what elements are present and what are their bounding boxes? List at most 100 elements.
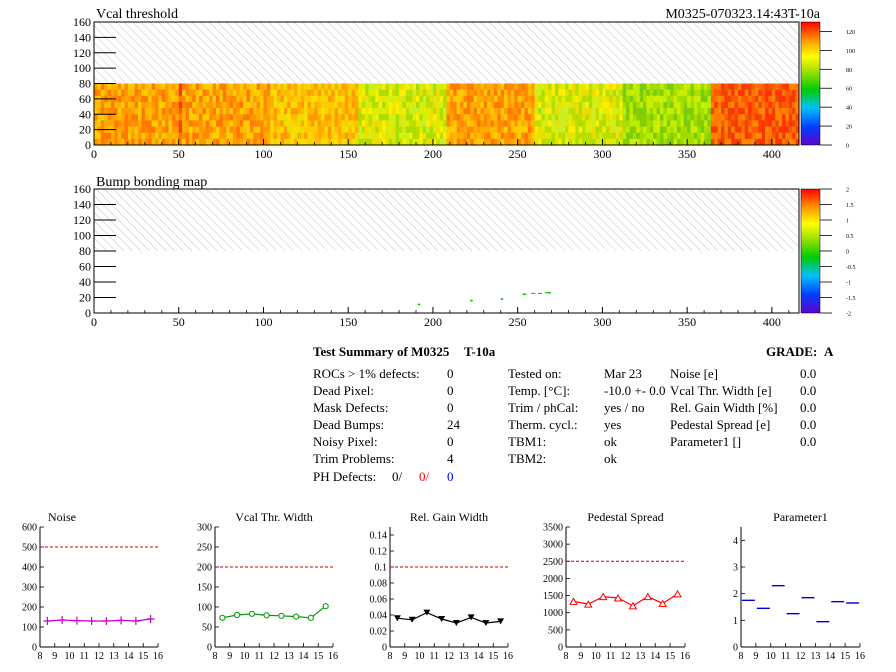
heatmap-cell: [544, 83, 549, 90]
heatmap-cell: [571, 126, 576, 133]
heatmap-cell: [602, 108, 607, 115]
heatmap-cell: [558, 101, 563, 109]
heatmap-cell: [507, 95, 512, 103]
heatmap-cell: [568, 89, 573, 97]
heatmap-cell: [402, 108, 407, 115]
heatmap-cell: [660, 108, 664, 115]
heatmap-cell: [270, 126, 274, 133]
heatmap-cell: [554, 83, 559, 90]
heatmap-cell: [527, 89, 532, 97]
heatmap-cell: [114, 132, 119, 140]
heatmap-cell: [195, 120, 200, 127]
heatmap-cell: [236, 120, 241, 127]
heatmap-cell: [138, 132, 142, 140]
heatmap-cell: [324, 126, 329, 133]
heatmap-cell: [297, 108, 302, 115]
heatmap-cell: [551, 89, 556, 97]
heatmap-cell: [456, 108, 461, 115]
heatmap-cell: [565, 120, 569, 127]
y-tick-label: 0.08: [370, 579, 388, 590]
heatmap-cell: [571, 132, 576, 140]
heatmap-cell: [768, 95, 773, 103]
heatmap-cell: [124, 126, 129, 133]
heatmap-cell: [541, 138, 546, 146]
heatmap-cell: [707, 132, 712, 140]
heatmap-cell: [615, 108, 620, 115]
heatmap-cell: [361, 138, 366, 146]
heatmap-cell: [761, 95, 766, 103]
heatmap-cell: [683, 138, 688, 146]
heatmap-cell: [371, 114, 376, 121]
heatmap-cell: [178, 95, 183, 103]
map2-points: [417, 292, 551, 306]
series-line: [573, 593, 678, 607]
heatmap-cell: [717, 95, 722, 103]
heatmap-cell: [531, 83, 535, 90]
heatmap-cell: [192, 132, 196, 140]
heatmap-cell: [710, 138, 715, 146]
heatmap-cell: [412, 120, 417, 127]
heatmap-cell: [168, 126, 173, 133]
heatmap-cell: [443, 101, 447, 109]
heatmap-cell: [622, 114, 627, 121]
heatmap-cell: [148, 138, 152, 146]
heatmap-cell: [612, 114, 617, 121]
heatmap-cell: [175, 83, 180, 90]
heatmap-cell: [171, 95, 176, 103]
heatmap-cell: [365, 138, 369, 146]
heatmap-cell: [534, 101, 539, 109]
heatmap-cell: [124, 95, 129, 103]
heatmap-cell: [266, 101, 271, 109]
heatmap-cell: [388, 83, 393, 90]
heatmap-cell: [477, 95, 481, 103]
heatmap-cell: [188, 95, 193, 103]
heatmap-cell: [293, 114, 298, 121]
heatmap-cell: [114, 120, 119, 127]
heatmap-cell: [710, 89, 715, 97]
heatmap-cell: [490, 138, 495, 146]
heatmap-cell: [212, 89, 217, 97]
heatmap-cell: [368, 138, 373, 146]
heatmap-cell: [741, 114, 746, 121]
heatmap-cell: [304, 89, 308, 97]
heatmap-cell: [619, 89, 624, 97]
heatmap-cell: [734, 114, 739, 121]
heatmap-cell: [141, 114, 146, 121]
heatmap-cell: [551, 83, 556, 90]
heatmap-cell: [504, 114, 508, 121]
heatmap-cell: [117, 101, 122, 109]
heatmap-cell: [432, 132, 437, 140]
summary-label: Trim Problems:: [313, 451, 395, 466]
heatmap-cell: [107, 120, 112, 127]
heatmap-cell: [395, 126, 400, 133]
heatmap-cell: [643, 101, 647, 109]
heatmap-cell: [754, 114, 759, 121]
heatmap-cell: [270, 132, 274, 140]
heatmap-cell: [310, 132, 315, 140]
ph-defect-value: 0: [447, 469, 454, 484]
heatmap-cell: [375, 120, 380, 127]
heatmap-cell: [683, 126, 688, 133]
heatmap-cell: [582, 108, 586, 115]
heatmap-cell: [141, 138, 146, 146]
heatmap-cell: [554, 108, 559, 115]
heatmap-cell: [544, 101, 549, 109]
heatmap-cell: [490, 120, 495, 127]
heatmap-cell: [480, 132, 485, 140]
heatmap-cell: [243, 108, 247, 115]
heatmap-cell: [656, 132, 661, 140]
map2-palette: [800, 188, 821, 314]
heatmap-cell: [134, 83, 139, 90]
heatmap-cell: [117, 120, 122, 127]
heatmap-cell: [666, 89, 671, 97]
heatmap-cell: [741, 108, 746, 115]
heatmap-cell: [683, 83, 688, 90]
heatmap-cell: [456, 89, 461, 97]
heatmap-cell: [199, 83, 203, 90]
heatmap-cell: [300, 101, 305, 109]
heatmap-cell: [138, 95, 142, 103]
heatmap-cell: [232, 126, 237, 133]
heatmap-cell: [365, 120, 369, 127]
heatmap-cell: [758, 126, 763, 133]
heatmap-cell: [429, 101, 434, 109]
